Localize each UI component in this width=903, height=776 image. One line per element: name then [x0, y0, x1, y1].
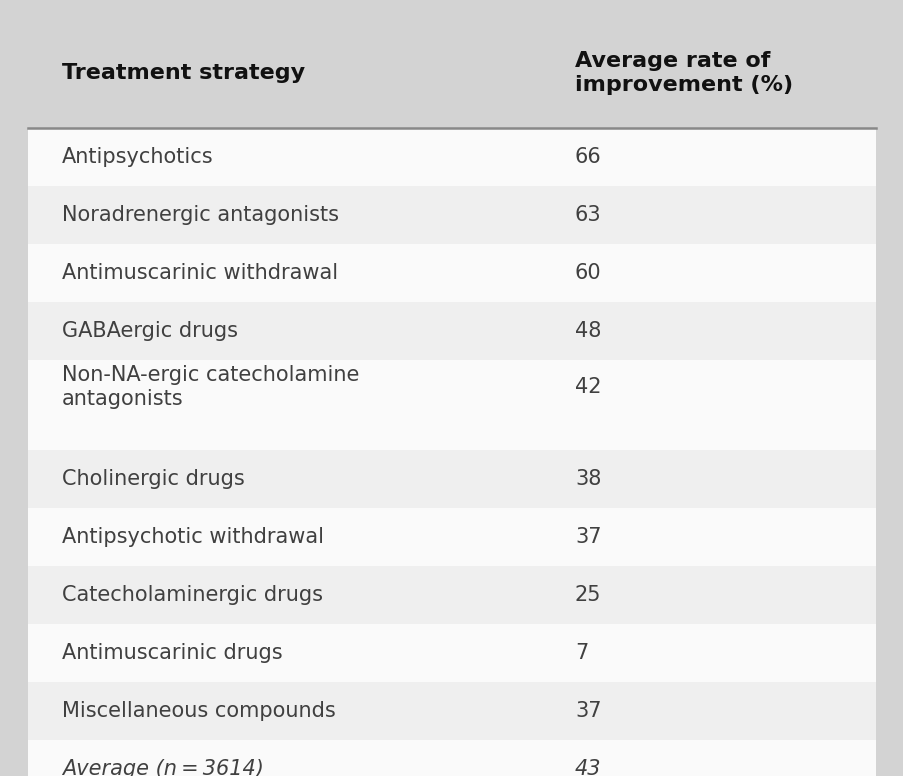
Text: 63: 63 [574, 205, 600, 225]
Text: 7: 7 [574, 643, 588, 663]
Text: Cholinergic drugs: Cholinergic drugs [61, 469, 245, 489]
Text: Average (n = 3614): Average (n = 3614) [61, 759, 264, 776]
Bar [28, 566, 875, 624]
Text: 66: 66 [574, 147, 601, 167]
Bar [28, 128, 875, 186]
Text: Non-NA-ergic catecholamine
antagonists: Non-NA-ergic catecholamine antagonists [61, 365, 358, 410]
Text: Noradrenergic antagonists: Noradrenergic antagonists [61, 205, 339, 225]
Bar [28, 450, 875, 508]
Bar [28, 244, 875, 302]
Text: Antipsychotic withdrawal: Antipsychotic withdrawal [61, 527, 323, 547]
Bar [28, 508, 875, 566]
Text: Treatment strategy: Treatment strategy [61, 63, 304, 83]
Bar [28, 302, 875, 360]
Bar [28, 740, 875, 776]
Text: 48: 48 [574, 321, 600, 341]
Text: Antipsychotics: Antipsychotics [61, 147, 213, 167]
Text: GABAergic drugs: GABAergic drugs [61, 321, 237, 341]
Text: 37: 37 [574, 527, 600, 547]
Text: Miscellaneous compounds: Miscellaneous compounds [61, 701, 335, 721]
Text: Antimuscarinic withdrawal: Antimuscarinic withdrawal [61, 263, 338, 283]
Text: 37: 37 [574, 701, 600, 721]
Bar [28, 682, 875, 740]
Bar [28, 18, 875, 128]
Text: 25: 25 [574, 585, 600, 605]
Text: Catecholaminergic drugs: Catecholaminergic drugs [61, 585, 322, 605]
Bar [28, 186, 875, 244]
Text: 38: 38 [574, 469, 600, 489]
Bar [28, 624, 875, 682]
Bar [28, 360, 875, 450]
Text: 43: 43 [574, 759, 600, 776]
Text: Antimuscarinic drugs: Antimuscarinic drugs [61, 643, 283, 663]
Text: 60: 60 [574, 263, 600, 283]
Text: 42: 42 [574, 377, 600, 397]
Text: Average rate of
improvement (%): Average rate of improvement (%) [574, 51, 792, 95]
